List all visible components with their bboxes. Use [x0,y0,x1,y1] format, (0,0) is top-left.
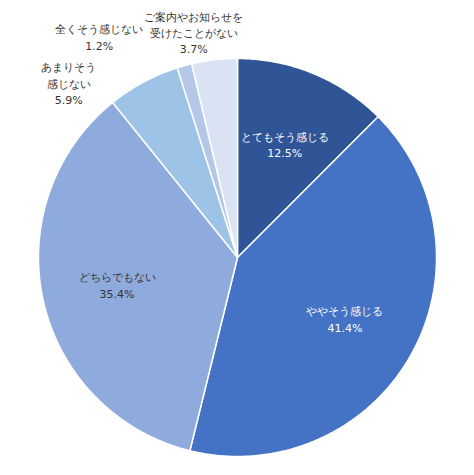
svg-text:とてもそう感じる12.5%: とてもそう感じる12.5% [241,131,329,161]
svg-text:ややそう感じる41.4%: ややそう感じる41.4% [306,305,383,335]
svg-text:全くそう感じない1.2%: 全くそう感じない1.2% [55,23,143,53]
svg-text:ご案内やお知らせを受けたことがない3.7%: ご案内やお知らせを受けたことがない3.7% [144,11,243,57]
svg-text:あまりそう感じない5.9%: あまりそう感じない5.9% [41,61,96,107]
svg-text:どちらでもない35.4%: どちらでもない35.4% [79,271,156,301]
